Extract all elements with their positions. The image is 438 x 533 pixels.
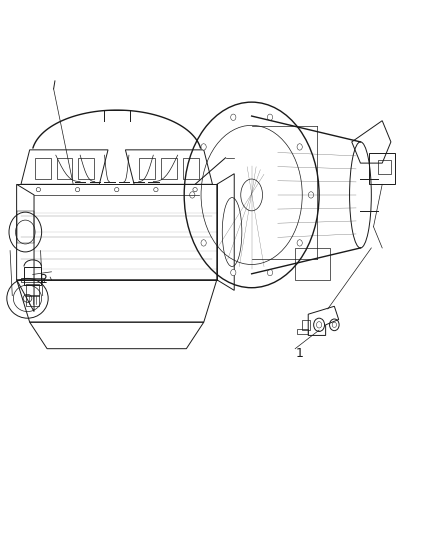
Bar — [139, 158, 155, 179]
Ellipse shape — [231, 114, 236, 120]
Ellipse shape — [201, 240, 206, 246]
Ellipse shape — [297, 144, 302, 150]
Bar — [21, 278, 45, 282]
Bar — [26, 295, 39, 306]
Ellipse shape — [154, 188, 158, 192]
Bar — [302, 319, 311, 330]
Bar — [78, 158, 94, 179]
Ellipse shape — [231, 269, 236, 276]
Bar — [369, 152, 395, 184]
Ellipse shape — [190, 192, 195, 198]
Bar — [297, 328, 308, 334]
Bar — [26, 284, 39, 296]
Text: 1: 1 — [296, 348, 304, 360]
Bar — [378, 160, 391, 174]
Bar — [183, 158, 198, 179]
Ellipse shape — [308, 192, 314, 198]
Ellipse shape — [75, 188, 80, 192]
Ellipse shape — [267, 269, 272, 276]
Ellipse shape — [297, 240, 302, 246]
Ellipse shape — [193, 188, 197, 192]
Bar — [57, 158, 72, 179]
Text: 2: 2 — [39, 273, 47, 286]
Ellipse shape — [201, 144, 206, 150]
Bar — [161, 158, 177, 179]
Ellipse shape — [267, 114, 272, 120]
Ellipse shape — [115, 188, 119, 192]
Ellipse shape — [36, 188, 41, 192]
Bar — [35, 158, 50, 179]
Bar — [24, 266, 42, 285]
